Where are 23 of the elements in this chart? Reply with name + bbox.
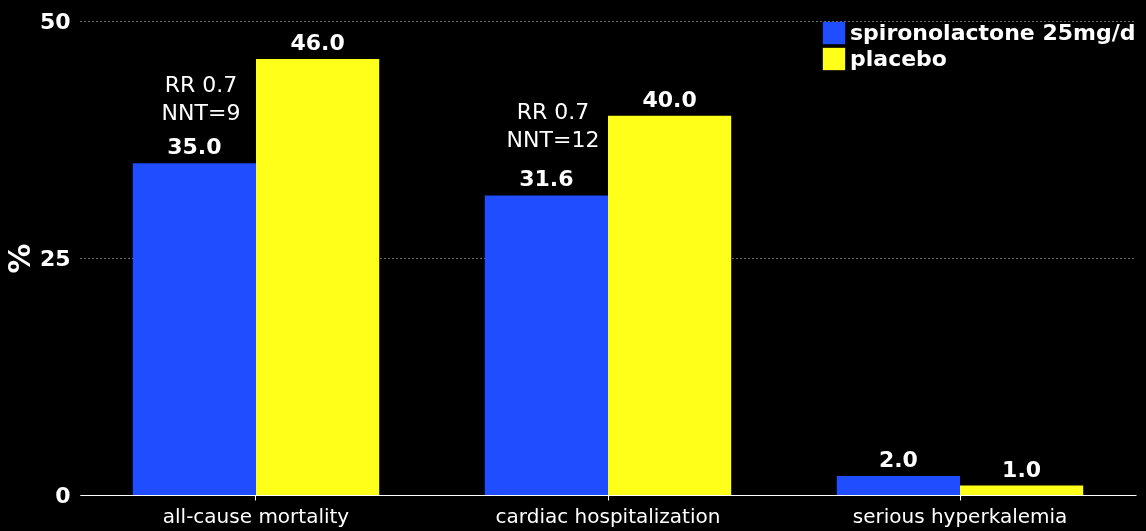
y-axis-title: % [1,243,37,274]
legend-label: spironolactone 25mg/d [850,20,1136,45]
data-label: 1.0 [1002,456,1042,482]
x-tick-label: all-cause mortality [162,503,350,528]
bar [132,163,256,495]
data-label: 31.6 [519,166,574,192]
bar [256,58,380,495]
data-label: 40.0 [642,86,697,112]
annotation: RR 0.7 NNT=12 [506,99,600,153]
data-label: 46.0 [290,29,345,55]
bar [484,195,608,495]
annotation: RR 0.7 NNT=9 [161,71,241,125]
y-tick-label: 25 [39,245,71,271]
data-label: 35.0 [167,134,222,160]
bar [836,476,960,495]
y-tick-label: 0 [55,482,71,508]
x-tick-label: serious hyperkalemia [852,503,1068,528]
x-tick-label: cardiac hospitalization [495,503,721,528]
data-label: 2.0 [878,447,918,473]
y-tick-label: 50 [39,8,71,34]
legend-label: placebo [850,46,947,71]
bar [960,485,1084,495]
bar [608,115,732,495]
